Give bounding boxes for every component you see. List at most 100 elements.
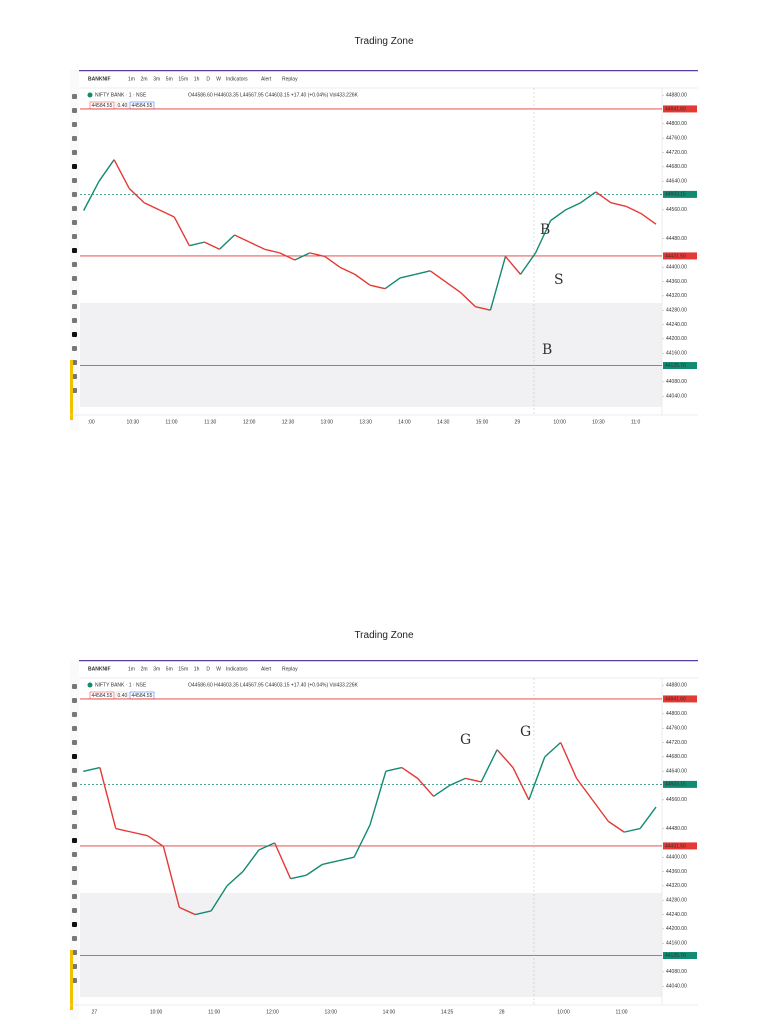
price-step [414, 270, 431, 276]
symbol-dot [87, 682, 93, 688]
toolbar-item: Replay [282, 76, 298, 82]
price-step [475, 305, 491, 311]
sidebar-strip [70, 950, 73, 1010]
time-label: 15:00 [476, 419, 489, 425]
y-tick-label: 44480.00 [666, 236, 687, 242]
y-tick-label: 44240.00 [666, 322, 687, 328]
level-label: 44841.60 [665, 106, 686, 112]
price-step [279, 252, 296, 261]
price-step [338, 856, 355, 862]
toolbar-item: 15m [178, 666, 188, 672]
toolbar-item: W [216, 76, 221, 82]
toolbar-item: 3m [153, 76, 160, 82]
price-step [560, 742, 578, 779]
plot-shade [80, 893, 662, 997]
price-step [528, 756, 546, 801]
y-tick-label: 44640.00 [666, 769, 687, 775]
tool-icon [72, 220, 77, 225]
y-tick-label: 44400.00 [666, 855, 687, 861]
price-step [210, 885, 228, 912]
price-step [324, 255, 341, 268]
price-box-label: 44584.55 [132, 693, 153, 699]
y-tick-label: 44320.00 [666, 883, 687, 889]
tool-icon [72, 262, 77, 267]
y-tick-label: 44800.00 [666, 121, 687, 127]
price-step [591, 799, 609, 822]
time-label: 11:0 [631, 419, 641, 425]
time-label: 12:30 [282, 419, 295, 425]
price-step [195, 910, 212, 916]
tool-icon [72, 122, 77, 127]
price-step [249, 241, 265, 250]
time-label: 28 [499, 1009, 505, 1015]
handwritten-note: B [540, 222, 550, 238]
toolbar-item: 1m [128, 666, 135, 672]
tool-icon [72, 178, 77, 183]
level-label: 44431.50 [665, 843, 686, 849]
plot-shade [80, 303, 662, 407]
time-label: 11:00 [615, 1009, 627, 1015]
price-step [113, 159, 130, 189]
tool-icon [72, 950, 77, 955]
y-tick-label: 44360.00 [666, 279, 687, 285]
tool-icon [72, 754, 77, 759]
time-label: 10:00 [553, 419, 566, 425]
price-step [449, 777, 466, 787]
y-tick-label: 44880.00 [666, 92, 687, 98]
y-tick-label: 44080.00 [666, 969, 687, 975]
y-tick-label: 44560.00 [666, 797, 687, 803]
price-step [369, 284, 386, 290]
y-tick-label: 44160.00 [666, 941, 687, 947]
handwritten-note: S [554, 272, 564, 288]
price-step [115, 827, 132, 833]
price-step [512, 767, 530, 801]
y-tick-label: 44720.00 [666, 150, 687, 156]
time-label: 11:00 [165, 419, 177, 425]
price-step [489, 256, 507, 311]
price-step [480, 749, 498, 783]
price-step [385, 766, 402, 772]
level-tag [663, 842, 697, 850]
level-tag [663, 362, 697, 370]
time-label: 29 [515, 419, 521, 425]
price-step [131, 831, 148, 837]
price-step [83, 766, 101, 772]
toolbar-item: Indicators [226, 666, 248, 672]
price-step [322, 860, 339, 866]
time-label: 10:30 [127, 419, 140, 425]
tool-icon [72, 880, 77, 885]
level-label: 44841.60 [665, 696, 686, 702]
price-step [459, 291, 476, 308]
y-tick-label: 44320.00 [666, 293, 687, 299]
time-label: 12:00 [266, 1009, 279, 1015]
tool-icon [72, 360, 77, 365]
tool-icon [72, 838, 77, 843]
price-step [433, 784, 450, 797]
time-label: 14:25 [441, 1009, 454, 1015]
y-tick-label: 44080.00 [666, 379, 687, 385]
panel-title: Trading Zone [354, 36, 414, 47]
price-step [98, 159, 115, 182]
price-step [189, 241, 205, 247]
price-step [465, 777, 482, 783]
price-step [143, 202, 160, 211]
price-step [339, 266, 356, 276]
price-step [595, 191, 612, 204]
symbol: NIFTY BANK · 1 · NSE [95, 92, 147, 98]
toolbar-item: 5m [166, 76, 173, 82]
price-step [353, 824, 371, 858]
tool-icon [72, 698, 77, 703]
price-step [179, 906, 196, 916]
level-label: 44125.70 [665, 953, 686, 959]
tool-icon [72, 388, 77, 393]
tool-icon [72, 936, 77, 941]
tool-icon [72, 136, 77, 141]
tool-icon [72, 248, 77, 253]
toolbar-item: 1m [128, 76, 135, 82]
price-step [226, 871, 244, 887]
y-tick-label: 44200.00 [666, 926, 687, 932]
panel-title: Trading Zone [354, 630, 414, 641]
tool-icon [72, 318, 77, 323]
level-tag [663, 952, 697, 960]
price-box-label: 0.40 [118, 693, 128, 699]
